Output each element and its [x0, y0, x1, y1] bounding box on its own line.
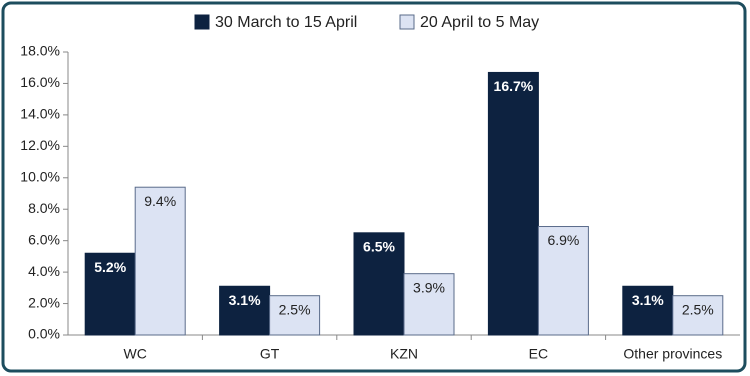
x-tick-label: KZN: [390, 346, 418, 362]
bar: [219, 285, 271, 336]
bar: [269, 295, 321, 336]
y-tick-label: 10.0%: [20, 168, 60, 184]
bar: [403, 273, 455, 336]
data-label: 5.2%: [94, 259, 126, 275]
x-tick-label: EC: [529, 346, 548, 362]
data-label: 6.9%: [547, 232, 579, 248]
data-label: 3.1%: [229, 292, 261, 308]
y-tick-label: 12.0%: [20, 137, 60, 153]
bar: [487, 71, 539, 336]
bar: [84, 252, 136, 336]
y-tick-label: 18.0%: [20, 43, 60, 59]
legend-label: 30 March to 15 April: [215, 14, 357, 31]
y-tick-label: 4.0%: [28, 263, 60, 279]
data-label: 2.5%: [279, 301, 311, 317]
y-tick-label: 8.0%: [28, 200, 60, 216]
bar: [622, 285, 674, 336]
legend-swatch: [399, 14, 415, 30]
y-tick-label: 6.0%: [28, 231, 60, 247]
legend-swatch: [194, 14, 210, 30]
x-tick-label: GT: [260, 346, 280, 362]
data-label: 6.5%: [363, 239, 395, 255]
data-label: 2.5%: [682, 301, 714, 317]
bar: [537, 226, 589, 336]
data-label: 9.4%: [144, 193, 176, 209]
bar: [672, 295, 724, 336]
data-label: 3.1%: [632, 292, 664, 308]
x-tick-label: WC: [124, 346, 147, 362]
data-label: 16.7%: [494, 78, 534, 94]
legend-label: 20 April to 5 May: [420, 14, 539, 31]
y-tick-label: 16.0%: [20, 74, 60, 90]
y-tick-label: 14.0%: [20, 106, 60, 122]
data-label: 3.9%: [413, 279, 445, 295]
y-tick-label: 0.0%: [28, 326, 60, 342]
y-tick-label: 2.0%: [28, 294, 60, 310]
bar: [134, 186, 186, 336]
x-tick-label: Other provinces: [623, 346, 722, 362]
